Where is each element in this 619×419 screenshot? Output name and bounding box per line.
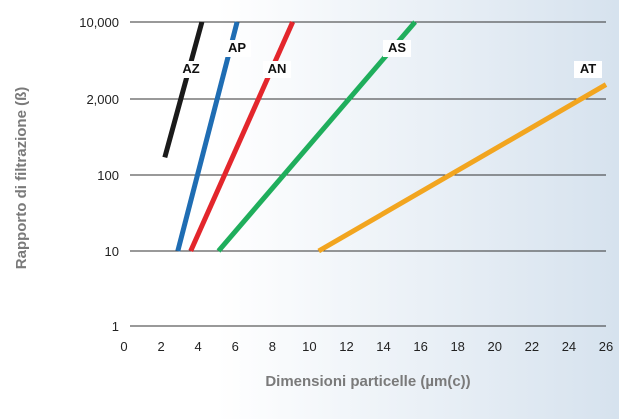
- grid-lines: [130, 21, 606, 327]
- x-tick-label: 2: [157, 339, 164, 354]
- x-axis-tick-labels: 0 2 4 6 8 10 12 14 16 18 20 22 24 26: [120, 339, 613, 354]
- x-tick-label: 26: [599, 339, 613, 354]
- y-axis-title: Rapporto di filtrazione (ß): [13, 87, 30, 269]
- y-tick-label: 1: [112, 319, 119, 334]
- y-axis-tick-labels: 1 10 100 2,000 10,000: [79, 15, 119, 334]
- x-tick-label: 10: [302, 339, 316, 354]
- y-tick-label: 100: [97, 168, 119, 183]
- series-label-text: AS: [388, 40, 406, 55]
- series-line-ap: [175, 21, 240, 252]
- series-line-an: [188, 20, 295, 253]
- x-tick-label: 24: [562, 339, 576, 354]
- series-label-text: AP: [228, 40, 246, 55]
- series-line-az: [162, 21, 205, 159]
- series-label-badge: [574, 61, 602, 78]
- x-tick-label: 16: [413, 339, 427, 354]
- x-tick-label: 18: [450, 339, 464, 354]
- series-label-az: AZ: [177, 61, 205, 78]
- series-label-badge: [223, 40, 251, 57]
- y-tick-label: 10: [105, 244, 119, 259]
- y-tick-label: 2,000: [86, 92, 119, 107]
- series-lines: [162, 20, 608, 254]
- series-label-at: AT: [574, 61, 602, 78]
- series-labels: AZ AP AN AS AT: [177, 40, 602, 78]
- series-label-badge: [383, 40, 411, 57]
- x-tick-label: 4: [195, 339, 202, 354]
- series-label-as: AS: [383, 40, 411, 57]
- x-tick-label: 22: [525, 339, 539, 354]
- x-tick-label: 20: [488, 339, 502, 354]
- x-tick-label: 12: [339, 339, 353, 354]
- series-line-at: [317, 82, 608, 254]
- series-label-badge: [263, 61, 291, 78]
- series-line-as: [216, 20, 417, 253]
- series-label-text: AT: [580, 61, 596, 76]
- series-label-an: AN: [263, 61, 291, 78]
- series-label-badge: [177, 61, 205, 78]
- series-label-text: AN: [268, 61, 287, 76]
- x-axis-title: Dimensioni particelle (µm(c)): [265, 373, 470, 390]
- x-tick-label: 8: [269, 339, 276, 354]
- series-label-text: AZ: [182, 61, 199, 76]
- x-tick-label: 0: [120, 339, 127, 354]
- y-tick-label: 10,000: [79, 15, 119, 30]
- x-tick-label: 14: [376, 339, 390, 354]
- series-label-ap: AP: [223, 40, 251, 57]
- x-tick-label: 6: [232, 339, 239, 354]
